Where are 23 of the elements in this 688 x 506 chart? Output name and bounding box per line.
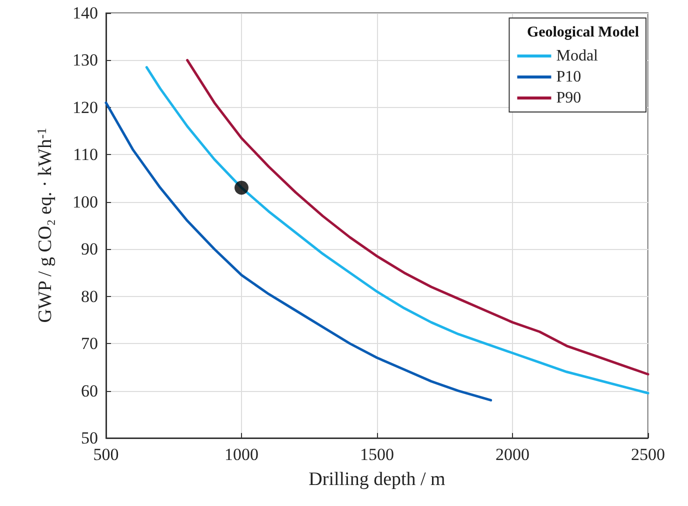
legend-label: P10 <box>556 68 582 86</box>
y-tick-label: 140 <box>72 4 98 22</box>
y-axis-title: GWP / g CO₂ eq. · kWh-1 <box>34 128 56 323</box>
legend-label: Modal <box>556 48 599 64</box>
y-tick-label: 110 <box>73 145 98 164</box>
y-tick-label: 60 <box>81 381 98 400</box>
y-tick-label: 80 <box>81 286 98 306</box>
line-series <box>104 101 492 402</box>
y-tick-label: 70 <box>81 334 98 354</box>
y-tick-label: 50 <box>81 428 98 448</box>
line-series <box>145 66 650 394</box>
x-axis-title: Drilling depth / m <box>308 469 446 490</box>
legend-title: Geological Model <box>526 24 639 40</box>
y-tick-label: 100 <box>72 192 98 212</box>
x-tick-label: 500 <box>93 445 119 464</box>
x-tick-label: 1500 <box>360 445 394 464</box>
y-tick-label: 130 <box>72 50 98 70</box>
y-tick-label: 90 <box>81 240 98 259</box>
y-tick-label: 120 <box>72 98 98 117</box>
x-tick-label: 1000 <box>224 445 258 464</box>
x-tick-label: 2500 <box>631 445 665 464</box>
x-tick-label: 2000 <box>496 445 530 464</box>
legend-label: P90 <box>556 90 582 106</box>
